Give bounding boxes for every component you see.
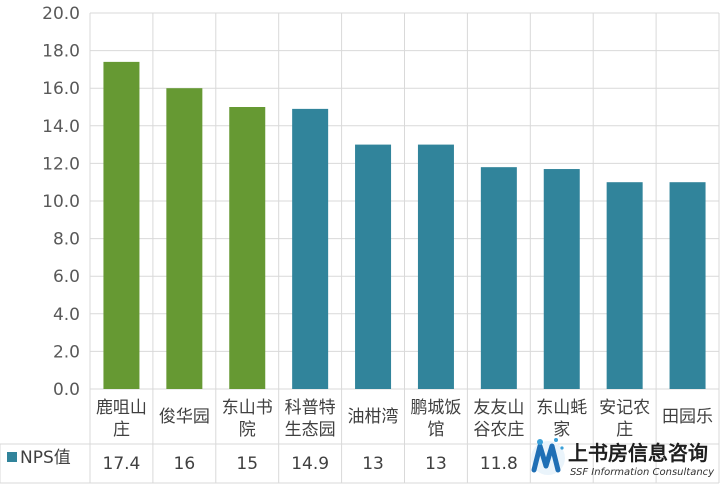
y-axis-tick-labels: 0.0 2.0 4.0 6.0 8.0 10.0 12.0 14.0 16.0 18.0 20.0 [42,4,80,400]
category-label: 生态园 [285,420,336,440]
category-label: 馆 [427,420,444,440]
category-label: 俊华园 [159,407,210,427]
y-tick-label: 2.0 [53,342,80,362]
bar [606,182,643,389]
legend: NPS值 [7,448,71,468]
category-label: 院 [239,420,256,440]
bar [480,167,517,389]
y-tick-label: 10.0 [42,192,80,212]
ssf-logo-watermark: 上书房信息咨询 SSF Information Consultancy [531,438,715,478]
data-label: 14.9 [291,454,329,474]
y-tick-label: 6.0 [53,267,80,287]
y-tick-label: 20.0 [42,4,80,24]
bar [355,144,392,389]
y-tick-label: 8.0 [53,230,80,250]
y-tick-label: 12.0 [42,154,80,174]
y-tick-label: 18.0 [42,42,80,62]
category-label: 东山蚝 [536,398,587,418]
ssf-logo-subtitle: SSF Information Consultancy [570,467,715,478]
legend-label-nps: NPS值 [20,448,71,468]
data-label: 13 [425,454,447,474]
bar [166,88,203,389]
category-label: 鹿咀山 [96,398,147,418]
category-label: 科普特 [285,398,336,418]
y-tick-label: 16.0 [42,79,80,99]
bar [229,107,266,389]
bars-layer [103,61,706,389]
data-label: 13 [362,454,384,474]
y-tick-label: 4.0 [53,305,80,325]
category-label: 田园乐 [662,407,713,427]
bar [669,182,706,389]
data-label: 16 [174,454,196,474]
bar [543,169,580,389]
data-label: 11.8 [480,454,518,474]
legend-key-nps [7,452,17,462]
category-label: 油柑湾 [348,407,399,427]
data-table: 鹿咀山庄17.4俊华园16东山书院15科普特生态园14.9油柑湾13鹏城饭馆13… [96,398,713,474]
category-label: 安记农 [599,398,650,418]
category-label: 友友山 [473,398,524,418]
data-label: 15 [236,454,258,474]
category-label: 庄 [616,420,633,440]
ssf-logo-title: 上书房信息咨询 [568,441,708,465]
bar [417,144,454,389]
category-label: 庄 [113,420,130,440]
bar [103,61,140,389]
category-label: 东山书 [222,398,273,418]
category-label: 鹏城饭 [410,398,461,418]
bar [292,108,329,389]
category-label: 家 [553,420,570,440]
data-label: 17.4 [103,454,141,474]
category-label: 谷农庄 [473,420,524,440]
ssf-logo-icon [531,438,565,475]
y-tick-label: 0.0 [53,380,80,400]
y-tick-label: 14.0 [42,117,80,137]
